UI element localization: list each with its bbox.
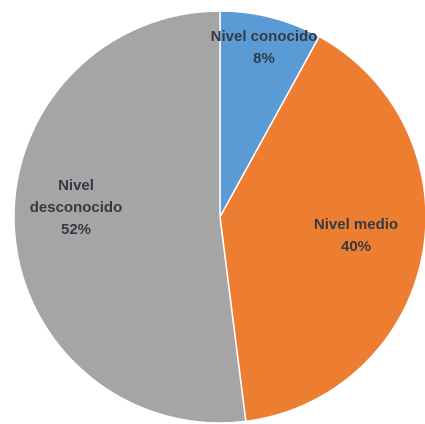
pie-data-label-value: 52% [61,221,91,238]
pie-data-label-value: 8% [253,50,275,67]
pie-data-label-value: 40% [341,238,371,255]
pie-slice-3 [13,10,247,424]
pie-data-label-1: Nivel conocido 8% [211,28,318,67]
pie-data-label-category: Nivel [58,177,94,194]
pie-data-label-3: Nivel desconocido 52% [30,177,123,238]
pie-data-label-category: Nivel conocido [211,28,318,45]
pie-slices [13,10,425,424]
pie-data-label-category: desconocido [30,199,123,216]
pie-data-label-2: Nivel medio 40% [314,216,398,255]
pie-data-label-category: Nivel medio [314,216,398,233]
pie-slice-1 [219,10,321,218]
pie-data-labels: Nivel conocido 8% Nivel medio 40% Nivel desco… [30,28,398,255]
pie-slice-2 [219,35,425,423]
